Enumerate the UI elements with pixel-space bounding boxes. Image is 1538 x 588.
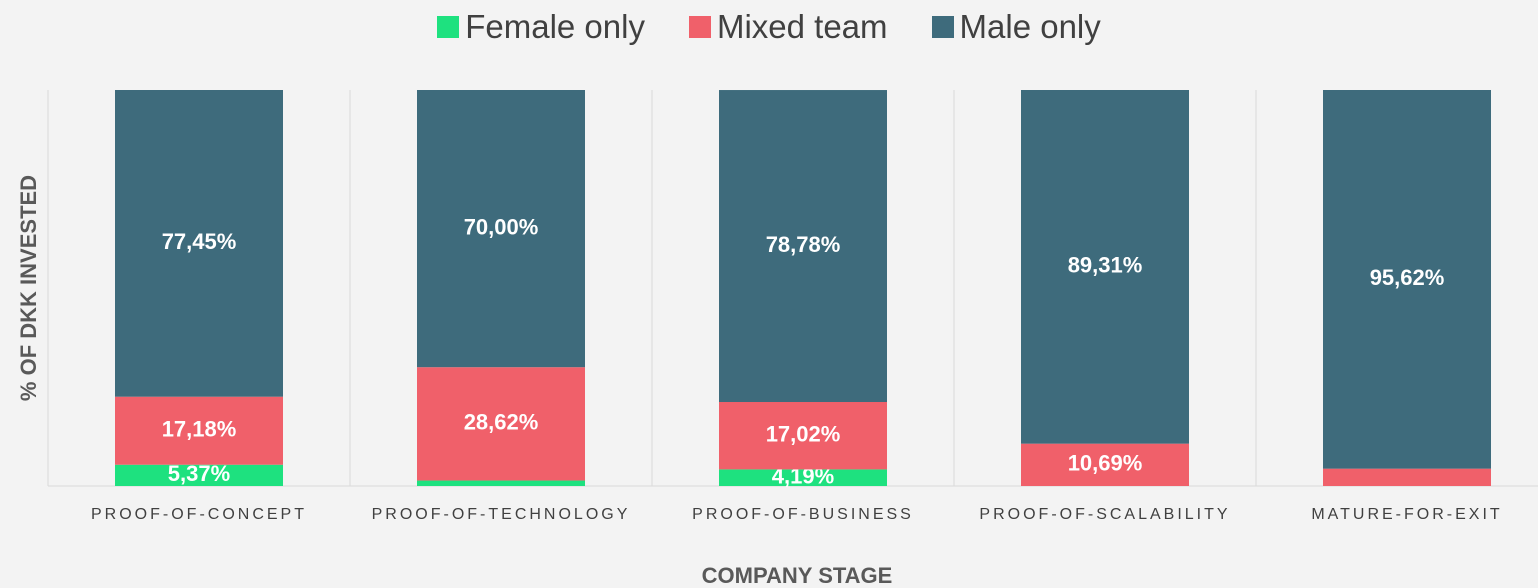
bar-segment <box>417 90 585 368</box>
legend-item: Female only <box>437 8 645 46</box>
x-axis-title: COMPANY STAGE <box>702 563 893 588</box>
bar-segment <box>417 480 585 486</box>
legend: Female only Mixed team Male only <box>0 8 1538 46</box>
x-tick-label: PROOF-OF-TECHNOLOGY <box>371 506 631 523</box>
bar-segment <box>1021 90 1189 444</box>
legend-label: Mixed team <box>716 8 888 45</box>
x-tick-label: PROOF-OF-BUSINESS <box>692 506 914 523</box>
legend-swatch <box>688 16 711 38</box>
x-tick-label: MATURE-FOR-EXIT <box>1311 506 1503 523</box>
bar-segment <box>1323 90 1491 469</box>
data-label: 17,02% <box>766 422 841 447</box>
data-label: 95,62% <box>1370 265 1445 290</box>
data-label: 10,69% <box>1068 451 1143 476</box>
bar-segment <box>1323 468 1491 486</box>
bar-segment <box>719 402 887 470</box>
legend-item: Mixed team <box>688 8 888 46</box>
data-label: 77,45% <box>162 229 237 254</box>
bar-segment <box>1021 443 1189 486</box>
y-axis-title: % OF DKK INVESTED <box>16 175 41 401</box>
data-label: 5,37% <box>168 461 230 486</box>
legend-swatch <box>437 16 460 38</box>
legend-label: Female only <box>465 8 645 45</box>
data-label: 17,18% <box>162 417 237 442</box>
data-label: 89,31% <box>1068 253 1143 278</box>
data-label: 78,78% <box>766 232 841 257</box>
bar-segment <box>115 464 283 486</box>
x-tick-label: PROOF-OF-SCALABILITY <box>979 506 1231 523</box>
bar-segment <box>115 396 283 465</box>
bar-segment <box>115 90 283 397</box>
bar-segment <box>719 469 887 486</box>
legend-swatch <box>931 16 954 38</box>
bar-segment <box>719 90 887 403</box>
legend-label: Male only <box>959 8 1101 45</box>
bar-segment <box>417 367 585 481</box>
legend-item: Male only <box>931 8 1101 46</box>
x-tick-label: PROOF-OF-CONCEPT <box>91 506 307 523</box>
data-label: 70,00% <box>464 214 539 239</box>
data-label: 28,62% <box>464 410 539 435</box>
